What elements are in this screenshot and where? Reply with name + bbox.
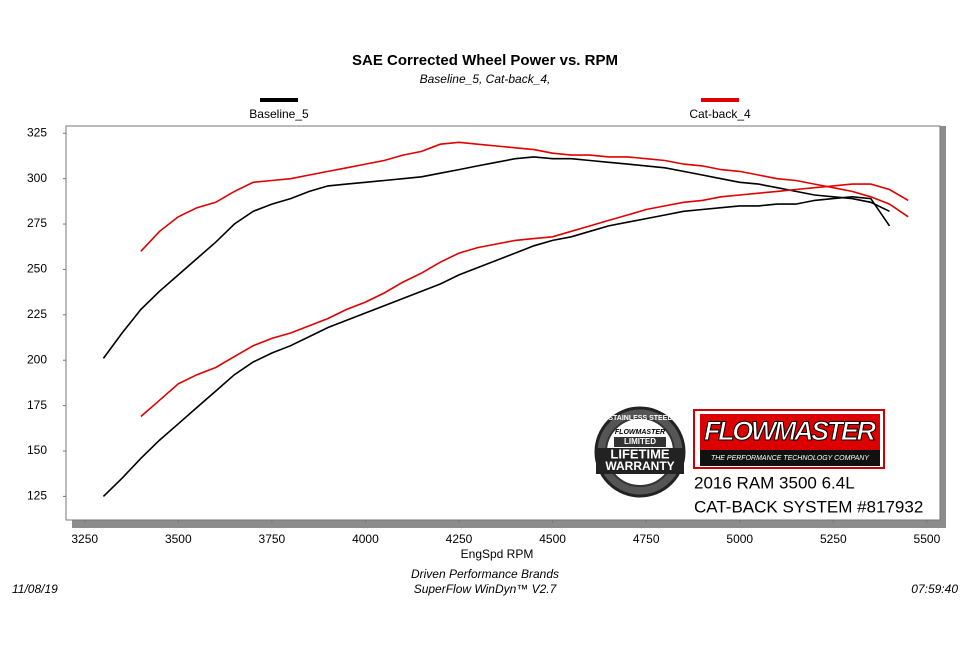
data-line (140, 141, 909, 252)
logo-vehicle: 2016 RAM 3500 6.4L (694, 473, 855, 492)
x-tick-label: 4250 (446, 532, 473, 546)
x-tick-label: 3250 (71, 532, 98, 546)
data-line (102, 156, 890, 359)
legend-label: Baseline_5 (249, 107, 309, 121)
logo-tagline: THE PERFORMANCE TECHNOLOGY COMPANY (711, 455, 870, 462)
data-line (140, 183, 909, 418)
badge-top: STAINLESS STEEL (608, 415, 672, 422)
legend-label: Cat-back_4 (689, 107, 751, 121)
x-tick-label: 4750 (633, 532, 660, 546)
logo-product: CAT-BACK SYSTEM #817932 (694, 497, 923, 516)
footer-company: Driven Performance Brands (411, 567, 559, 581)
logo: FLOWMASTER THE PERFORMANCE TECHNOLOGY CO… (693, 409, 923, 516)
y-tick-label: 125 (27, 489, 47, 503)
x-axis-label: EngSpd RPM (461, 547, 534, 561)
x-tick-label: 5250 (820, 532, 847, 546)
y-tick-label: 300 (27, 171, 47, 185)
footer-software: SuperFlow WinDyn™ V2.7 (414, 582, 558, 596)
y-tick-label: 250 (27, 262, 47, 276)
frame-shadow (936, 126, 946, 528)
logo-brand: FLOWMASTER (704, 416, 877, 446)
y-tick-label: 175 (27, 398, 47, 412)
warranty-badge: STAINLESS STEEL FLOWMASTER LIMITED LIFET… (594, 406, 686, 498)
y-tick-label: 200 (27, 352, 47, 366)
y-tick-label: 225 (27, 307, 47, 321)
x-tick-label: 4500 (539, 532, 566, 546)
badge-line1: LIFETIME (610, 446, 670, 461)
x-tick-label: 3500 (165, 532, 192, 546)
data-line (102, 195, 891, 497)
x-tick-label: 5500 (914, 532, 941, 546)
y-tick-label: 150 (27, 443, 47, 457)
x-tick-label: 4000 (352, 532, 379, 546)
chart-subtitle: Baseline_5, Cat-back_4, (420, 72, 551, 86)
footer-time: 07:59:40 (911, 582, 958, 596)
chart-title: SAE Corrected Wheel Power vs. RPM (352, 52, 618, 69)
x-tick-label: 3750 (259, 532, 286, 546)
badge-limited: LIMITED (624, 437, 656, 446)
badge-line2: WARRANTY (605, 459, 674, 473)
footer-date: 11/08/19 (12, 582, 58, 596)
x-tick-label: 5000 (726, 532, 753, 546)
y-tick-label: 275 (27, 216, 47, 230)
frame-shadow (72, 518, 946, 528)
y-tick-label: 325 (27, 125, 47, 139)
badge-brand: FLOWMASTER (615, 429, 665, 436)
